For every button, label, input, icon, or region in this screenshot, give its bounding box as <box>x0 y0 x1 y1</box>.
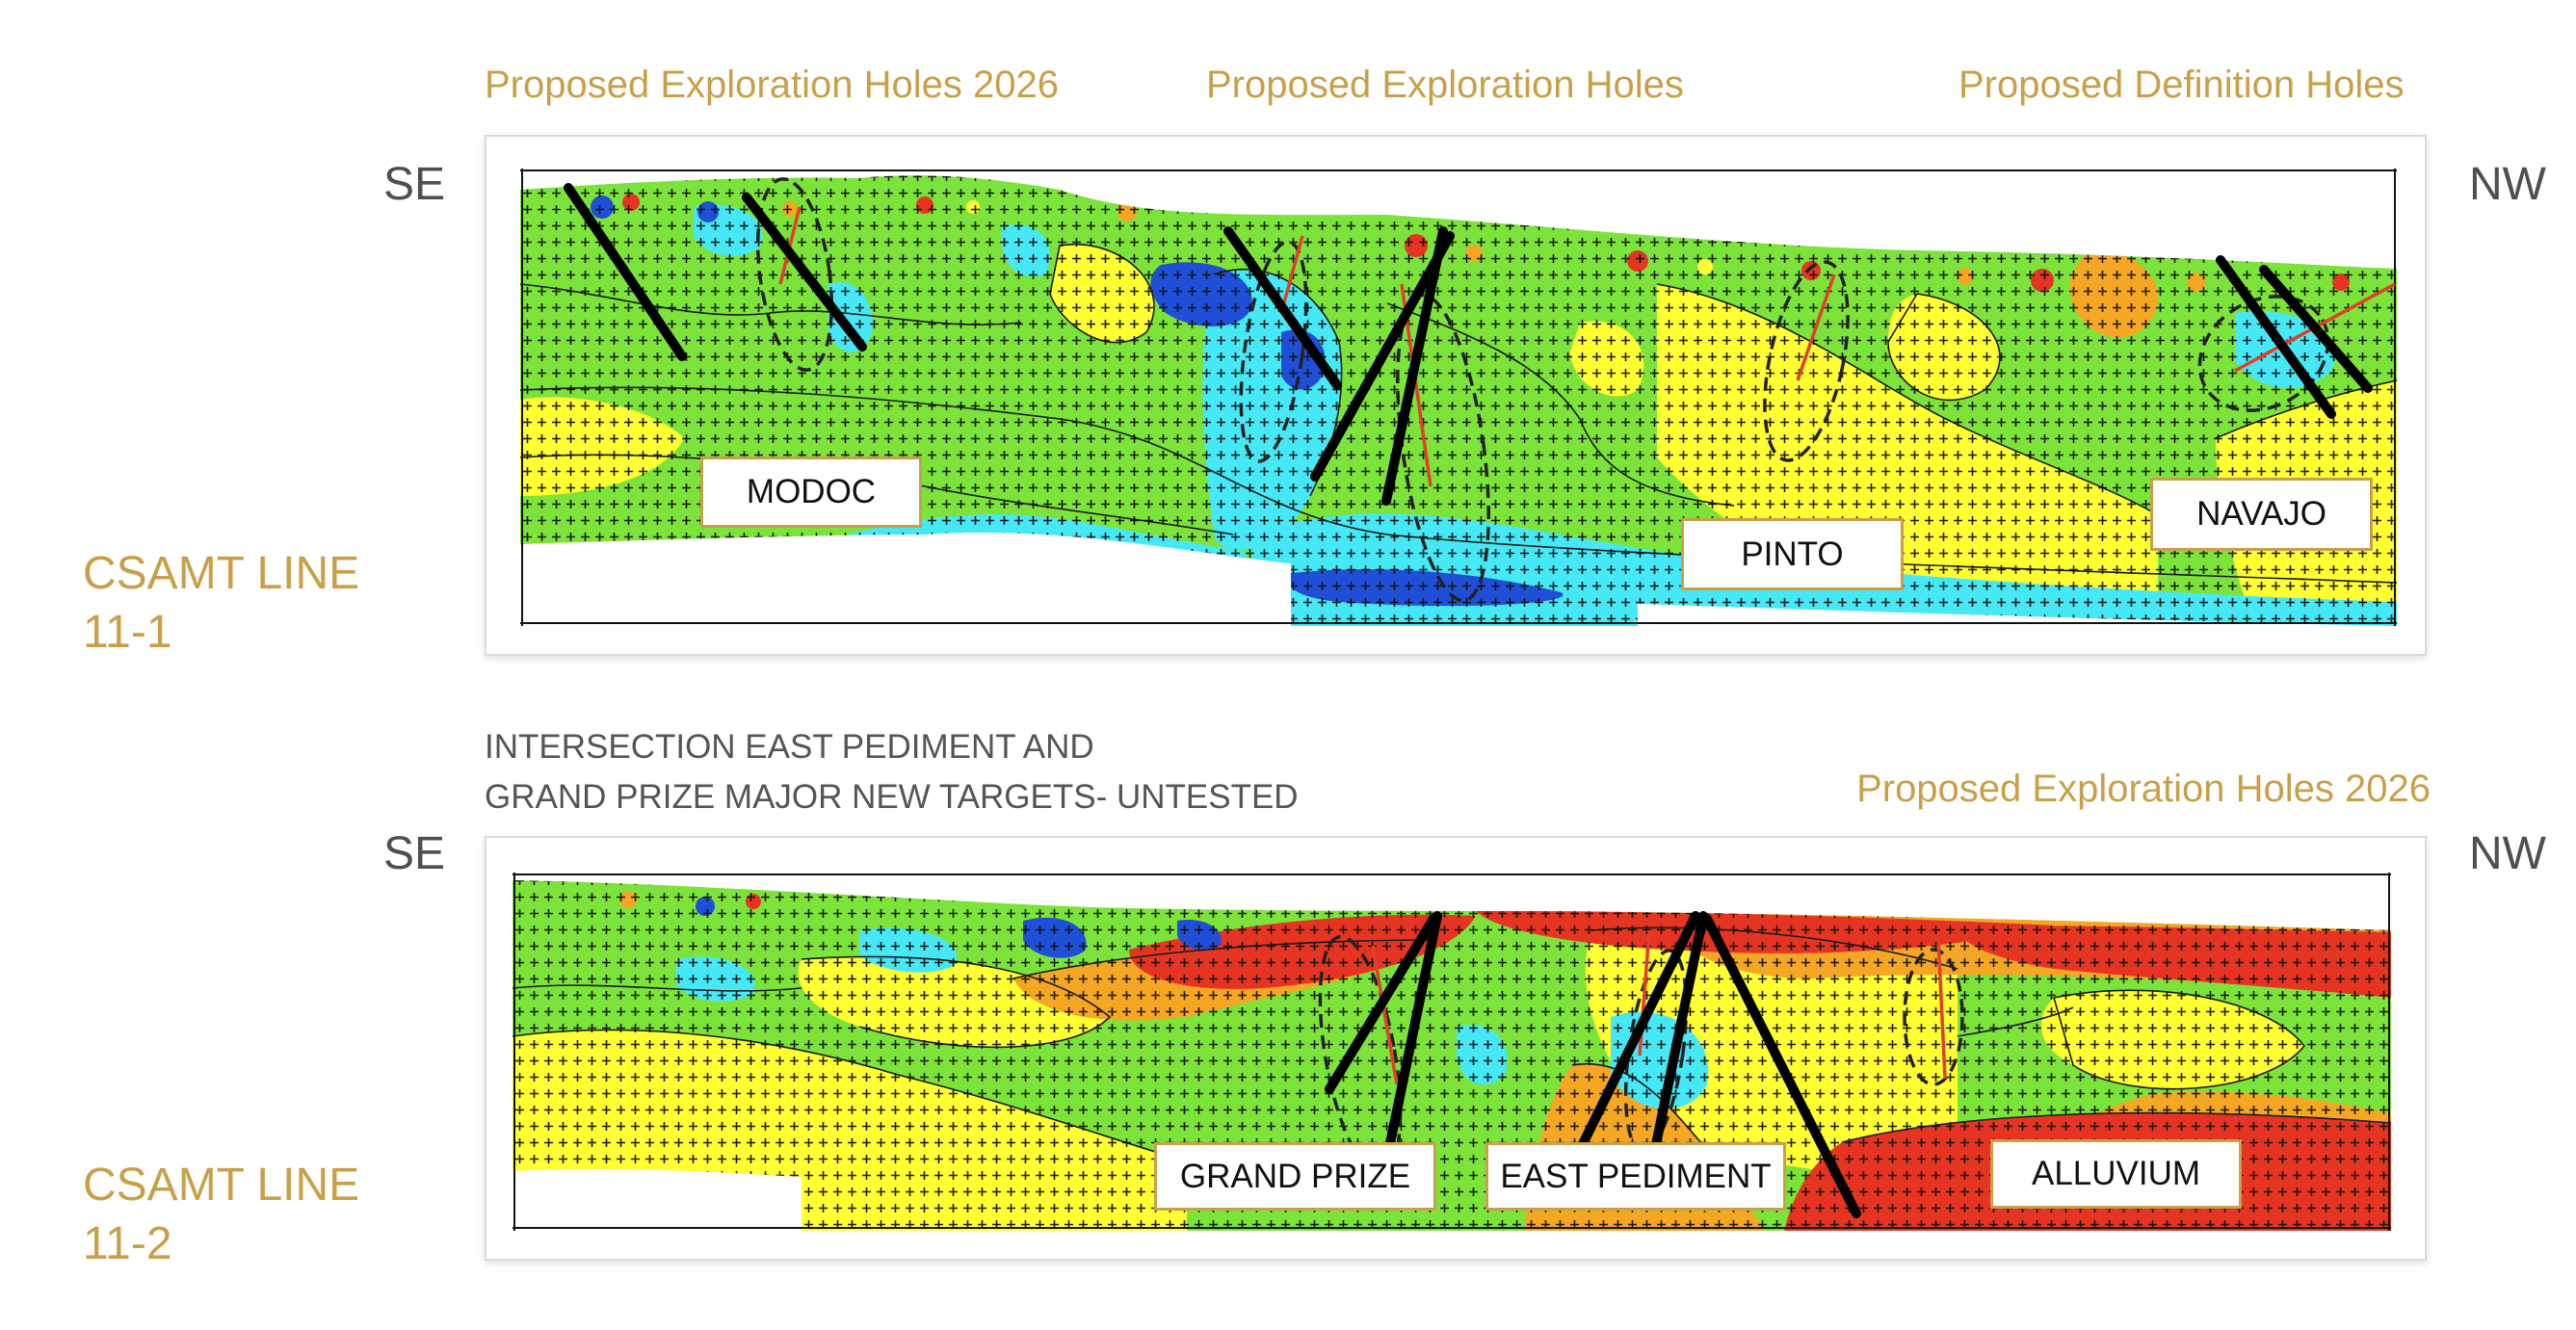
label-proposed-exploration-2026-bottom: Proposed Exploration Holes 2026 <box>1856 768 2431 810</box>
caption-intersection: INTERSECTION EAST PEDIMENT AND GRAND PRI… <box>485 722 1299 822</box>
target-grand-prize: GRAND PRIZE <box>1154 1142 1436 1211</box>
target-east-pediment: EAST PEDIMENT <box>1485 1142 1786 1211</box>
csamt-line-number: 11-2 <box>83 1218 172 1269</box>
direction-se-top: SE <box>383 159 446 210</box>
csamt-line-title: CSAMT LINE <box>83 548 360 599</box>
target-navajo: NAVAJO <box>2150 478 2373 551</box>
caption-line-1: INTERSECTION EAST PEDIMENT AND <box>485 728 1094 766</box>
target-alluvium: ALLUVIUM <box>1990 1139 2242 1209</box>
csamt-section-top <box>520 169 2397 626</box>
direction-nw-bottom: NW <box>2469 828 2546 879</box>
direction-se-bottom: SE <box>383 828 446 879</box>
label-proposed-exploration: Proposed Exploration Holes <box>1206 64 1684 106</box>
direction-nw-top: NW <box>2469 159 2546 210</box>
csamt-line-label-bottom: CSAMT LINE 11-2 <box>83 1156 359 1273</box>
target-modoc: MODOC <box>700 456 922 528</box>
csamt-line-number: 11-1 <box>83 607 172 658</box>
label-proposed-definition: Proposed Definition Holes <box>1958 64 2405 106</box>
csamt-line-title: CSAMT LINE <box>83 1160 360 1211</box>
label-proposed-exploration-2026-top: Proposed Exploration Holes 2026 <box>485 64 1059 106</box>
caption-line-2: GRAND PRIZE MAJOR NEW TARGETS- UNTESTED <box>485 778 1299 816</box>
target-pinto: PINTO <box>1681 518 1904 590</box>
csamt-line-label-top: CSAMT LINE 11-1 <box>83 544 359 662</box>
